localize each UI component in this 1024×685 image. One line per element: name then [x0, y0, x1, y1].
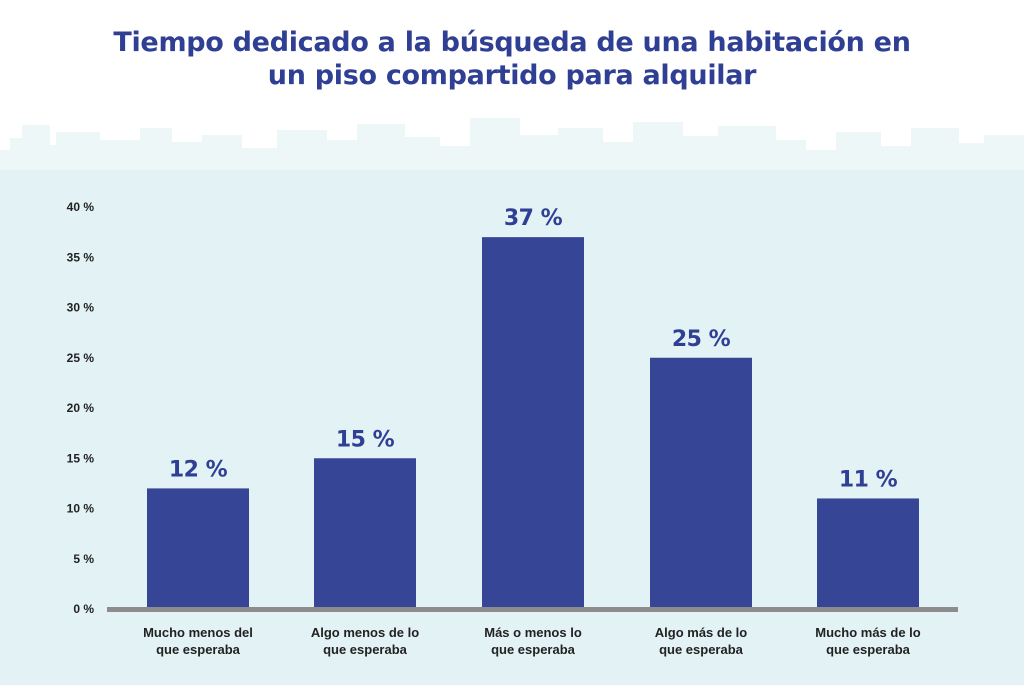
chart-title: Tiempo dedicado a la búsqueda de una hab…	[0, 26, 1024, 92]
x-axis-line	[107, 607, 958, 612]
bar	[147, 488, 249, 609]
chart-title-line-2: un piso compartido para alquilar	[267, 60, 757, 91]
y-tick-label: 10 %	[67, 502, 95, 516]
y-tick-label: 30 %	[67, 301, 95, 315]
y-axis: 0 % 5 % 10 % 15 % 20 % 25 % 30 % 35 % 40 %	[67, 200, 95, 616]
x-category-label: Más o menos lo	[484, 625, 582, 640]
x-category-label: Mucho más de lo	[815, 625, 921, 640]
bar	[314, 458, 416, 609]
y-tick-label: 0 %	[73, 602, 94, 616]
y-tick-label: 40 %	[67, 200, 95, 214]
bar-value-label: 12 %	[169, 457, 228, 482]
value-labels: 12 % 15 % 37 % 25 % 11 %	[169, 206, 898, 492]
bar-value-label: 37 %	[504, 206, 563, 231]
bars	[147, 237, 919, 609]
x-category-label: que esperaba	[323, 642, 408, 657]
bar	[817, 498, 919, 609]
x-category-label: que esperaba	[491, 642, 576, 657]
y-tick-label: 20 %	[67, 401, 95, 415]
y-tick-label: 15 %	[67, 451, 95, 465]
x-axis: Mucho menos del que esperaba Algo menos de…	[107, 607, 958, 657]
x-category-label: Mucho menos del	[143, 625, 253, 640]
y-tick-label: 35 %	[67, 250, 95, 264]
bar	[482, 237, 584, 609]
x-category-label: que esperaba	[156, 642, 241, 657]
bar-value-label: 11 %	[839, 467, 898, 492]
chart-title-line-1: Tiempo dedicado a la búsqueda de una hab…	[113, 27, 911, 58]
x-category-label: que esperaba	[659, 642, 744, 657]
y-tick-label: 5 %	[73, 552, 94, 566]
x-category-label: que esperaba	[826, 642, 911, 657]
x-category-label: Algo más de lo	[655, 625, 748, 640]
y-tick-label: 25 %	[67, 351, 95, 365]
bar-value-label: 15 %	[336, 427, 395, 452]
bar-value-label: 25 %	[672, 327, 731, 352]
x-category-label: Algo menos de lo	[311, 625, 419, 640]
bar	[650, 357, 752, 609]
